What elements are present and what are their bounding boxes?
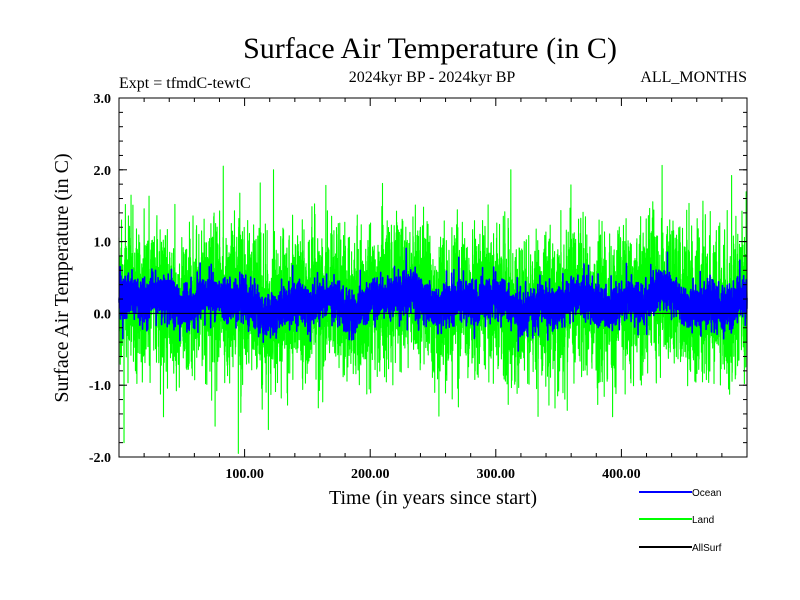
period-label: 2024kyr BP - 2024kyr BP bbox=[349, 69, 516, 86]
x-tick-label: 300.00 bbox=[477, 467, 516, 482]
legend-label-ocean: Ocean bbox=[692, 488, 721, 499]
months-label: ALL_MONTHS bbox=[640, 69, 747, 86]
y-axis-label: Surface Air Temperature (in C) bbox=[51, 153, 73, 402]
y-tick-label: 1.0 bbox=[94, 236, 112, 251]
x-tick-labels: 100.00 200.00 300.00 400.00 bbox=[225, 467, 640, 482]
y-tick-label: 0.0 bbox=[94, 307, 112, 322]
y-tick-label: -2.0 bbox=[89, 451, 111, 466]
experiment-label: Expt = tfmdC-tewtC bbox=[119, 75, 251, 92]
y-tick-label: 3.0 bbox=[94, 92, 112, 107]
series-line-land bbox=[118, 164, 748, 454]
y-tick-label: -1.0 bbox=[89, 379, 111, 394]
x-tick-label: 200.00 bbox=[351, 467, 390, 482]
chart-title: Surface Air Temperature (in C) bbox=[243, 32, 617, 65]
legend-label-allsurf: AllSurf bbox=[692, 543, 722, 554]
y-tick-labels: -2.0 -1.0 0.0 1.0 2.0 3.0 bbox=[89, 92, 111, 466]
series-line-ocean bbox=[118, 247, 748, 352]
plot-frame bbox=[118, 97, 748, 458]
legend: Ocean Land AllSurf bbox=[639, 488, 722, 554]
x-tick-label: 400.00 bbox=[602, 467, 641, 482]
legend-label-land: Land bbox=[692, 515, 714, 526]
plot-series bbox=[118, 164, 748, 454]
x-tick-label: 100.00 bbox=[225, 467, 264, 482]
x-axis-label: Time (in years since start) bbox=[329, 487, 537, 509]
y-tick-label: 2.0 bbox=[94, 164, 112, 179]
axis-ticks bbox=[119, 97, 747, 458]
